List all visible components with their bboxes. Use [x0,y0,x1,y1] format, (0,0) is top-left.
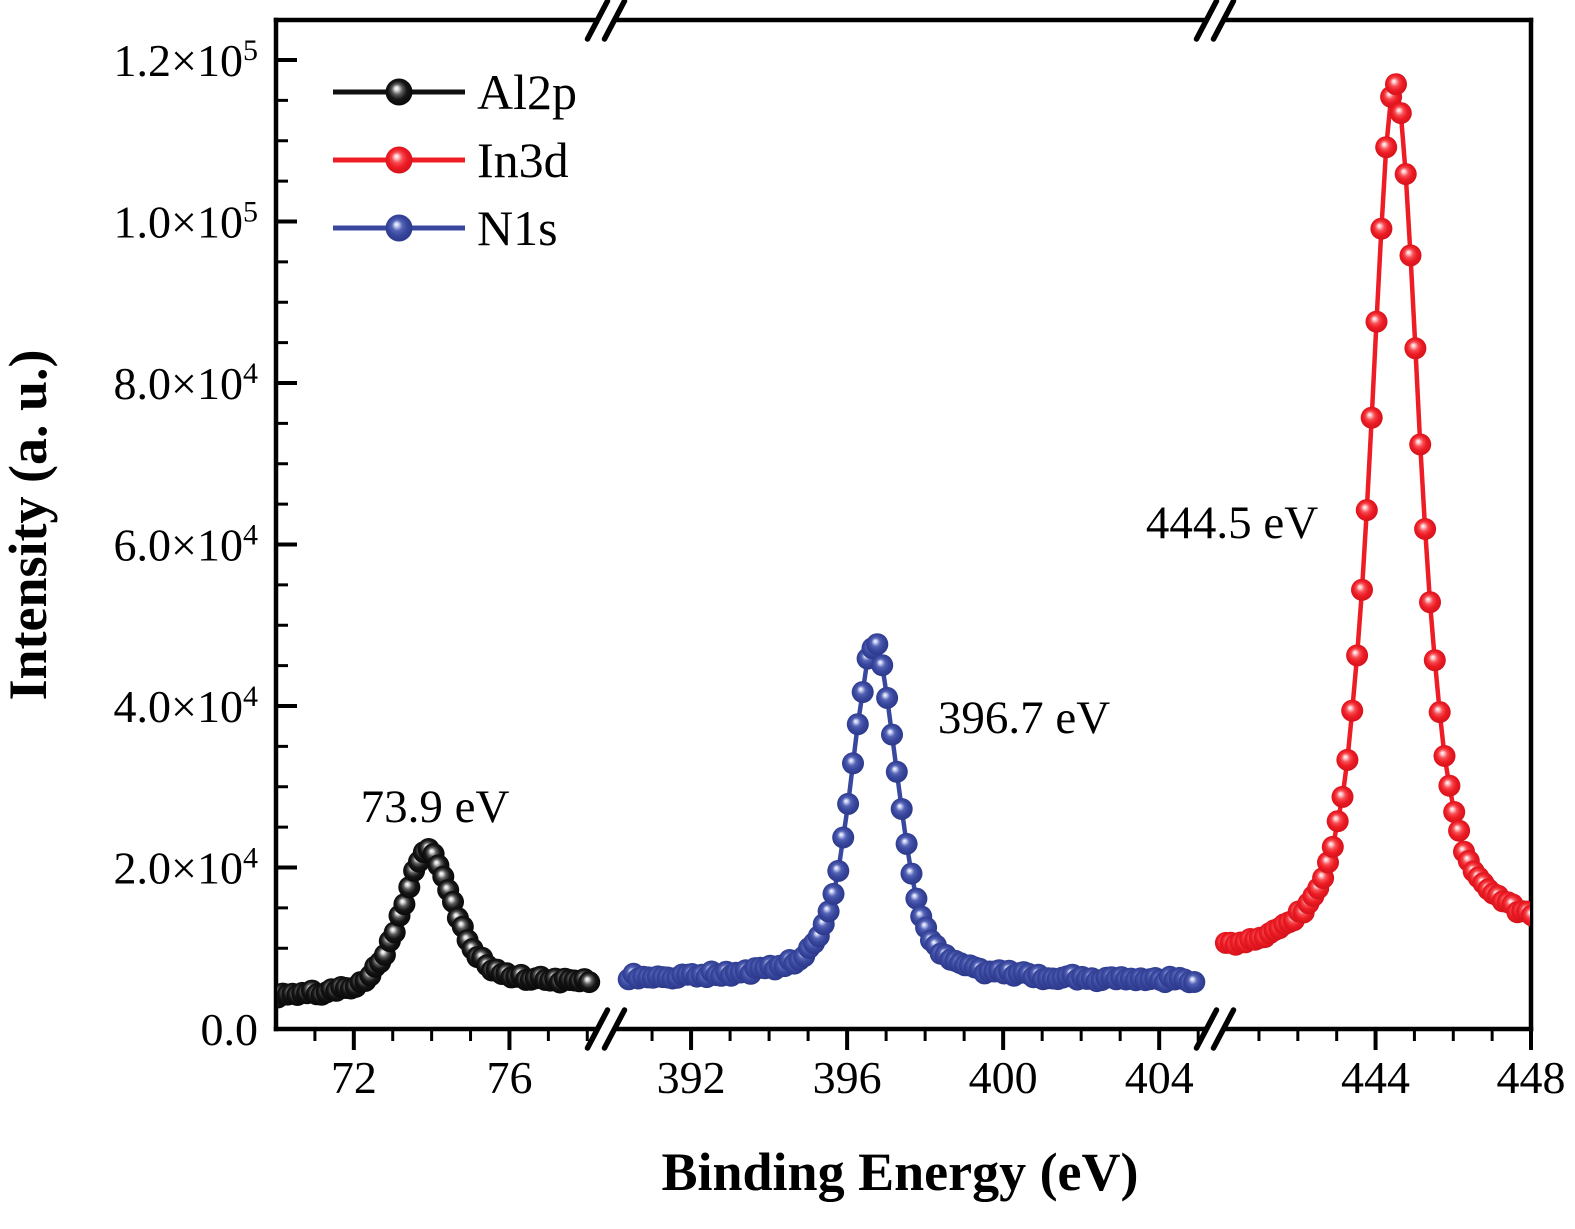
y-tick-label: 6.0×104 [114,519,258,571]
legend-item-Al2p: Al2p [333,64,577,120]
axis-break-slash-1 [1193,1007,1220,1051]
annotations: 73.9 eV 396.7 eV 444.5 eV [361,497,1319,833]
legend: Al2p In3d N1s [333,64,577,256]
x-tick-label: 400 [969,1052,1038,1103]
peak-annotation: 396.7 eV [938,692,1110,744]
y-tick-label: 0.0 [201,1004,259,1055]
data-point [881,723,903,746]
data-point [822,882,845,905]
data-point [1394,163,1417,186]
data-point [842,752,864,775]
data-point [1419,591,1441,614]
data-point [1355,499,1378,522]
y-axis-title: Intensity (a. u.) [0,349,58,700]
data-point [1331,785,1354,808]
data-point [890,798,913,820]
series-N1s [617,633,1206,994]
data-point [1521,904,1530,927]
data-point [851,681,874,704]
data-point [1336,748,1359,771]
data-point [1423,649,1446,672]
peak-annotation: 73.9 eV [361,781,510,833]
x-tick-label: 404 [1125,1052,1194,1103]
data-point [1183,971,1206,993]
data-point [837,792,860,815]
legend-marker-icon [385,214,413,242]
data-point [866,633,889,656]
data-point [832,826,855,849]
data-point [1433,745,1456,767]
axis-break-slash-1 [1210,1007,1237,1051]
data-point [578,971,601,994]
axis-break-slash-0 [584,1007,611,1051]
x-tick-label: 396 [813,1052,882,1103]
axis-break-slash-0 [601,1007,628,1051]
y-tick-label: 2.0×104 [114,842,258,894]
axes [273,0,1534,1051]
data-point [1448,819,1471,842]
x-tick-label: 392 [657,1052,726,1103]
data-point [1341,699,1364,722]
data-point [1326,810,1349,833]
y-tick-label: 8.0×104 [114,357,258,409]
data-point [1389,102,1412,125]
legend-label: N1s [477,200,558,256]
data-point [827,859,850,882]
data-point [1370,217,1393,240]
data-point [1360,406,1383,429]
data-point [1385,73,1407,96]
data-point [846,713,869,736]
data-point [900,862,923,885]
x-tick-label: 76 [486,1052,532,1103]
y-tick-label: 4.0×104 [114,680,258,732]
data-point [895,832,918,855]
data-point [1414,518,1437,540]
axis-break-slash-1 [1210,0,1237,42]
data-point [1443,801,1466,823]
data-point [393,893,416,916]
data-point [1428,701,1451,724]
data-point [383,921,406,944]
legend-label: In3d [477,132,569,188]
data-point [1438,774,1461,797]
data-point [876,686,899,709]
data-point [817,900,840,923]
legend-item-N1s: N1s [333,200,558,256]
data-point [885,760,908,783]
x-tick-label: 444 [1341,1052,1410,1103]
data-point [1351,578,1373,601]
x-axis-title: Binding Energy (eV) [661,1142,1138,1202]
data-point [1365,310,1388,333]
legend-label: Al2p [477,64,577,120]
series-Al2p [277,838,601,1009]
y-tick-label: 1.0×105 [114,196,258,248]
peak-annotation: 444.5 eV [1146,497,1318,549]
axis-break-slash-0 [584,0,611,42]
data-point [1346,644,1369,667]
data-point [905,887,928,910]
legend-item-In3d: In3d [333,132,569,188]
data-point [871,654,894,677]
series-layer [277,73,1530,1009]
data-point [1321,835,1344,858]
data-point [1375,136,1398,159]
x-tick-label: 72 [331,1052,377,1103]
legend-marker-icon [385,146,413,174]
axis-break-slash-0 [601,0,628,42]
data-point [1399,244,1422,267]
x-tick-label: 448 [1497,1052,1566,1103]
series-In3d [1214,73,1530,956]
data-point [1409,433,1432,456]
axis-break-slash-1 [1193,0,1220,42]
data-point [1404,337,1427,360]
legend-marker-icon [385,78,413,106]
y-tick-label: 1.2×105 [114,34,258,86]
axis-ticks: 0.0 2.0×104 4.0×104 6.0×104 8.0×104 1.0×105 1.… [114,34,1566,1103]
